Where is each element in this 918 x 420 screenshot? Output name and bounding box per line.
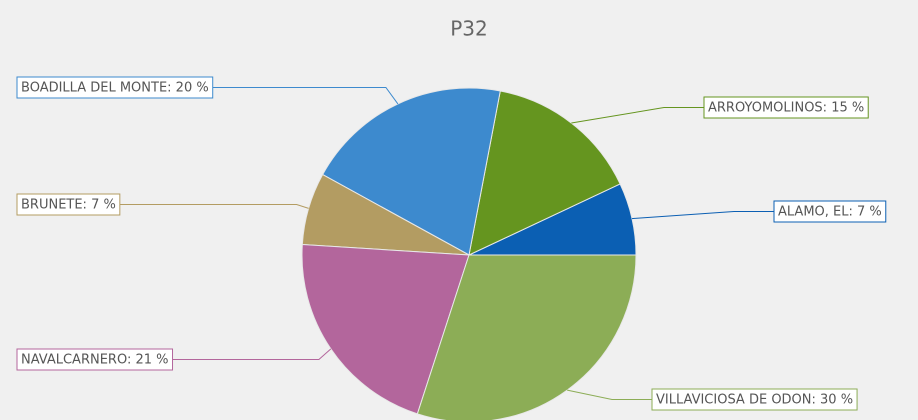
slice-label: BOADILLA DEL MONTE: 20 % [21,81,209,96]
pie-slice [416,254,637,420]
chart-title: P32 [450,17,488,41]
leader-line [172,348,332,360]
leader-line [571,107,704,124]
slice-label: VILLAVICIOSA DE ODON: 30 % [656,393,853,408]
leader-line [567,389,652,400]
leader-line [119,204,309,209]
pie-slice [321,87,501,256]
pie-slice [468,90,621,256]
slice-label: ARROYOMOLINOS: 15 % [708,101,864,116]
slice-label: BRUNETE: 7 % [21,198,116,213]
leader-line [631,211,774,220]
slice-label: NAVALCARNERO: 21 % [21,353,169,368]
pie-slice [301,243,470,415]
slice-label: ALAMO, EL: 7 % [778,205,882,220]
leader-line [212,87,399,105]
